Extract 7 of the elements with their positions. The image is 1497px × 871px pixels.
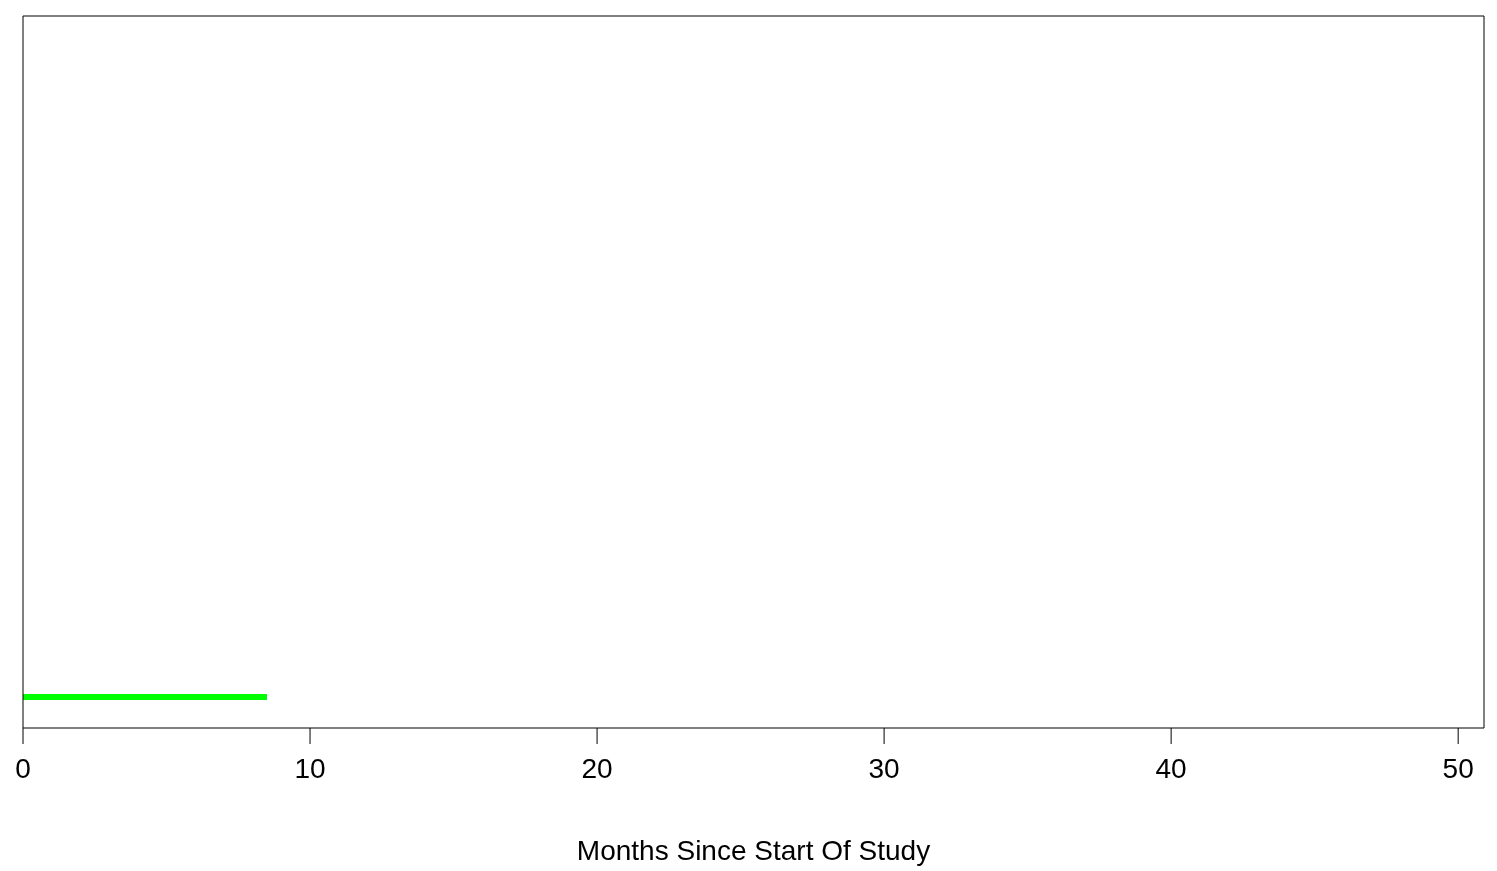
x-tick-label: 50 xyxy=(1442,752,1474,784)
x-tick-label: 20 xyxy=(581,752,613,784)
x-tick-label: 30 xyxy=(868,752,900,784)
x-axis-title: Months Since Start Of Study xyxy=(576,835,931,866)
x-tick-label: 10 xyxy=(294,752,326,784)
x-tick-label: 40 xyxy=(1155,752,1187,784)
x-tick-label: 0 xyxy=(15,752,31,784)
